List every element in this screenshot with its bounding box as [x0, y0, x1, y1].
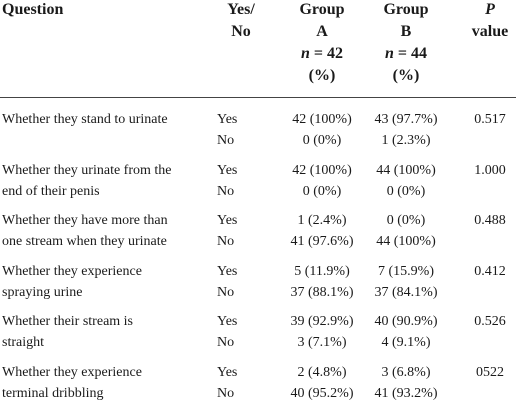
question: Whether they experience [2, 263, 142, 279]
group-a-cell: 1 (2.4%) [297, 213, 347, 228]
header-group: A [316, 23, 328, 40]
answer: Yes [217, 162, 238, 178]
question: spraying urine [2, 284, 83, 300]
question: end of their penis [2, 183, 100, 199]
header-group: Group [383, 1, 429, 18]
group-a-cell: 40 (95.2%) [290, 385, 354, 401]
header-p: P [485, 1, 495, 18]
group-a-cell: 0 (0%) [302, 133, 342, 148]
question: Whether they urinate from the [2, 162, 172, 178]
group-a-cell: 42 (100%) [292, 162, 352, 178]
header-n-count: = 42 [313, 45, 344, 62]
group-a-cell: 41 (97.6%) [290, 234, 354, 249]
answer: No [217, 234, 235, 249]
header-n-symbol: n [384, 45, 394, 62]
answer: No [217, 385, 235, 401]
group-a-cell: 3 (7.1%) [297, 335, 347, 350]
header-unit: (%) [392, 67, 420, 84]
answer: Yes [217, 314, 238, 329]
answer: No [217, 133, 235, 148]
header-n-symbol: n [300, 45, 310, 62]
group-b-cell: 4 (9.1%) [381, 335, 431, 350]
header-rule [0, 97, 516, 98]
answer: No [217, 284, 235, 300]
question: Whether they stand to urinate [2, 112, 168, 127]
question: terminal dribbling [2, 385, 104, 401]
group-b-cell: 7 (15.9%) [378, 263, 434, 279]
header-question: Question [2, 1, 64, 18]
question: straight [2, 335, 44, 350]
answer: Yes [217, 263, 238, 279]
group-a-cell: 5 (11.9%) [294, 263, 350, 279]
group-a-cell: 42 (100%) [292, 112, 352, 127]
header-group: Group [299, 1, 345, 18]
answer: Yes [217, 364, 238, 380]
p-value: 0.488 [474, 213, 506, 228]
header-yes-no: Yes/ [227, 1, 255, 18]
header-n-count: = 44 [397, 45, 428, 62]
answer: Yes [217, 112, 238, 127]
group-b-cell: 1 (2.3%) [381, 133, 431, 148]
group-a-cell: 0 (0%) [302, 183, 342, 199]
p-value: 1.000 [474, 162, 506, 178]
header-n: n = 44 [385, 44, 427, 64]
p-value: 0.517 [474, 112, 506, 127]
group-a-cell: 39 (92.9%) [290, 314, 354, 329]
group-b-cell: 3 (6.8%) [381, 364, 431, 380]
p-value: 0522 [476, 364, 504, 380]
header-n: n = 42 [301, 44, 343, 64]
answer: No [217, 183, 235, 199]
p-value: 0.412 [474, 263, 506, 279]
group-b-cell: 44 (100%) [376, 234, 436, 249]
header-group: B [400, 23, 412, 40]
question: Whether their stream is [2, 314, 134, 329]
question: one stream when they urinate [2, 234, 167, 249]
header-value: value [471, 23, 509, 40]
header-yes-no: No [231, 23, 251, 40]
question: Whether they experience [2, 364, 142, 380]
group-a-cell: 2 (4.8%) [297, 364, 347, 380]
group-b-cell: 41 (93.2%) [374, 385, 438, 401]
answer: No [217, 335, 235, 350]
group-b-cell: 44 (100%) [376, 162, 436, 178]
group-b-cell: 0 (0%) [386, 213, 426, 228]
group-b-cell: 0 (0%) [386, 183, 426, 199]
header-unit: (%) [308, 67, 336, 84]
group-b-cell: 37 (84.1%) [374, 284, 438, 300]
group-b-cell: 40 (90.9%) [374, 314, 438, 329]
answer: Yes [217, 213, 238, 228]
group-b-cell: 43 (97.7%) [374, 112, 438, 127]
question: Whether they have more than [2, 213, 168, 228]
group-a-cell: 37 (88.1%) [290, 284, 354, 300]
p-value: 0.526 [474, 314, 506, 329]
